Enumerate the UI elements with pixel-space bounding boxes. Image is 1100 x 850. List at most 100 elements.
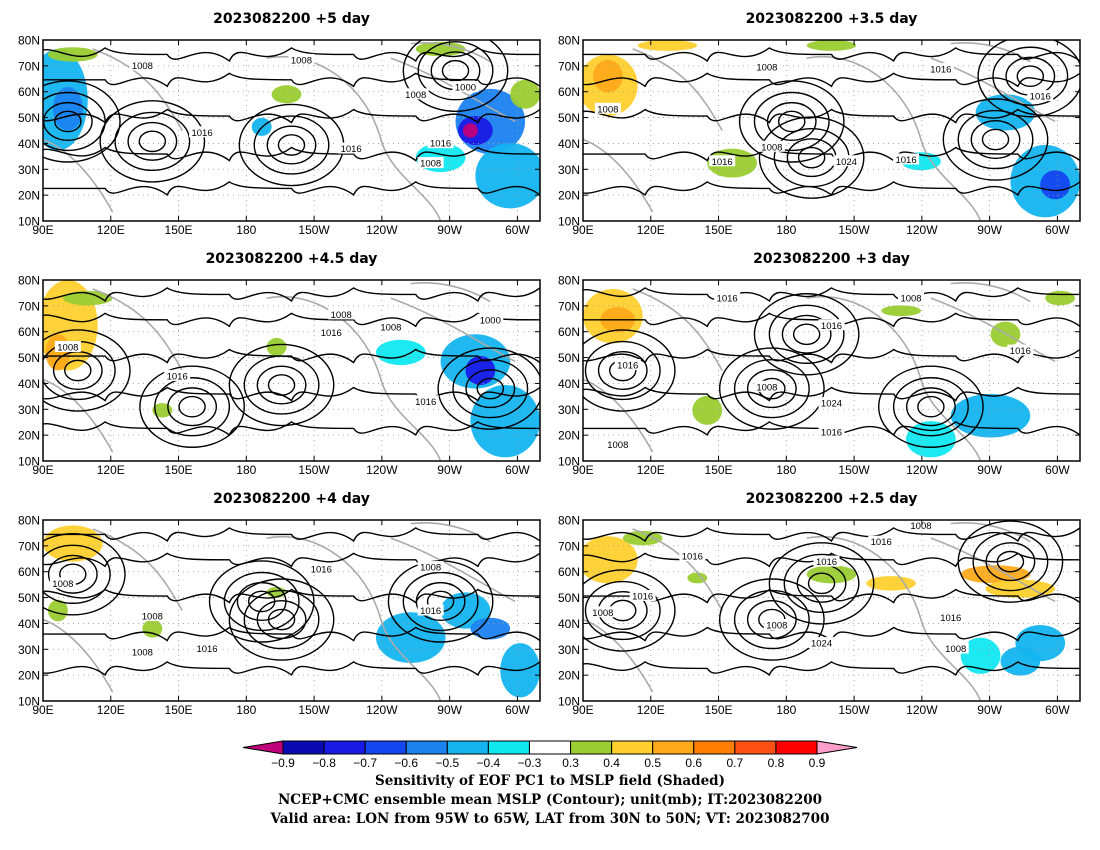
caption-line-1: Sensitivity of EOF PC1 to MSLP field (Sh… xyxy=(374,773,726,789)
contour-label: 1008 xyxy=(592,608,613,619)
sensitivity-shading xyxy=(806,565,857,584)
contour-label-bg xyxy=(129,59,156,71)
sensitivity-shading xyxy=(375,339,426,366)
lon-tick-label: 150W xyxy=(838,703,870,717)
coastline xyxy=(632,48,723,131)
sensitivity-shading xyxy=(266,337,287,357)
sensitivity-shading xyxy=(43,525,103,562)
contour-label: 1016 xyxy=(871,537,892,548)
contour-label-bg xyxy=(927,62,954,74)
contour-label-bg xyxy=(753,380,780,392)
sensitivity-shading xyxy=(985,579,1056,598)
isobar-ring xyxy=(43,544,111,604)
isobar-ring xyxy=(746,600,797,640)
lon-tick-label: 90E xyxy=(32,223,53,237)
isobar-ring xyxy=(441,59,470,82)
contour-label: 1008 xyxy=(380,323,401,334)
colorbar-tick-label: −0.8 xyxy=(312,756,336,770)
contour-label: 1008 xyxy=(420,563,441,574)
sensitivity-shading xyxy=(687,572,708,584)
colorbar-box xyxy=(364,740,407,755)
colorbar-box xyxy=(487,740,530,755)
lat-tick-label: 10N xyxy=(558,695,580,709)
lat-tick-label: 40N xyxy=(18,137,40,151)
isobar-ring xyxy=(167,387,218,427)
lon-tick-label: 120W xyxy=(906,463,938,477)
isobar-ring xyxy=(996,550,1025,573)
coastline xyxy=(390,537,516,603)
isobar-ring xyxy=(878,365,984,448)
contour-label-bg xyxy=(194,642,221,654)
contour-label: 1024 xyxy=(836,157,857,168)
colorbar-box xyxy=(693,740,736,755)
lat-tick-label: 20N xyxy=(18,669,40,683)
isobar-ring xyxy=(277,134,306,156)
panel-border xyxy=(42,519,541,702)
lat-tick-label: 30N xyxy=(558,643,580,657)
contour-label: 1016 xyxy=(821,321,842,332)
lon-tick-label: 120E xyxy=(637,463,665,477)
isobar-ring xyxy=(43,91,106,152)
contour-label: 1016 xyxy=(895,155,916,166)
colorbar-box xyxy=(405,740,448,755)
sensitivity-shading xyxy=(637,40,698,51)
sensitivity-shading xyxy=(510,79,540,109)
isobar-ring xyxy=(228,578,335,661)
isobar-ring xyxy=(992,46,1069,106)
colorbar: −0.9 −0.8 −0.7 −0.6 −0.5 −0.4 −0.3 0.3 0.4 0.5 0.6… xyxy=(242,740,858,770)
lat-tick-label: 60N xyxy=(18,565,40,579)
lat-tick-label: 80N xyxy=(18,34,40,48)
lon-tick-label: 150W xyxy=(298,703,330,717)
isobar-ring xyxy=(223,571,300,632)
sensitivity-shading xyxy=(470,617,511,640)
lat-tick-label: 50N xyxy=(558,351,580,365)
lon-tick-label: 150W xyxy=(838,223,870,237)
contour-label-bg xyxy=(328,308,355,320)
lat-tick-label: 30N xyxy=(18,163,40,177)
coastline xyxy=(92,528,183,611)
contour-label: 1008 xyxy=(291,55,312,66)
isobar-ring xyxy=(981,128,1010,151)
contour-label-bg xyxy=(898,292,925,304)
sensitivity-shading xyxy=(960,637,1001,674)
lon-tick-label: 150E xyxy=(705,463,733,477)
contour-label: 1008 xyxy=(57,342,78,353)
contour-label: 1016 xyxy=(712,157,733,168)
isobar-ring xyxy=(583,329,676,412)
sensitivity-shading xyxy=(866,576,916,591)
coastline xyxy=(266,536,442,701)
colorbar-extend-left xyxy=(242,740,284,755)
contour-label: 1016 xyxy=(617,361,638,372)
contour-label-bg xyxy=(818,397,845,409)
contour-label-bg xyxy=(594,102,621,114)
lon-tick-label: 150W xyxy=(838,463,870,477)
lat-tick-label: 80N xyxy=(558,34,580,48)
contour-label-bg xyxy=(818,426,845,438)
isobar-contour xyxy=(583,661,1080,677)
lat-tick-label: 50N xyxy=(558,591,580,605)
contour-label: 1016 xyxy=(341,144,362,155)
contour-label-bg xyxy=(452,81,479,93)
contour-label-bg xyxy=(907,520,934,531)
map-panel: 1016 1008 1016 1016 1008 1024 1016 1016 1008 2023… xyxy=(558,251,1081,477)
contour-label-bg xyxy=(942,642,969,654)
panel-title: 2023082200 +4 day xyxy=(213,491,370,507)
isobar-ring xyxy=(797,146,826,169)
lon-tick-label: 150E xyxy=(165,703,193,717)
sensitivity-shading xyxy=(375,612,446,663)
coastline xyxy=(806,536,982,701)
contour-label: 1016 xyxy=(1030,92,1051,103)
contour-label-bg xyxy=(1007,344,1034,356)
isobar-ring xyxy=(584,340,661,401)
colorbar-box xyxy=(323,740,366,755)
caption-line-3: Valid area: LON from 95W to 65W, LAT fro… xyxy=(270,811,830,827)
isobar-ring xyxy=(437,347,540,430)
isobar-ring xyxy=(43,533,126,616)
isobar-contour xyxy=(43,287,540,303)
contour-label-bg xyxy=(758,140,785,152)
lat-tick-label: 60N xyxy=(18,85,40,99)
lon-tick-label: 60W xyxy=(1045,703,1070,717)
isobar-ring xyxy=(114,111,191,172)
lon-tick-label: 90E xyxy=(32,463,53,477)
lon-tick-label: 90E xyxy=(572,703,593,717)
